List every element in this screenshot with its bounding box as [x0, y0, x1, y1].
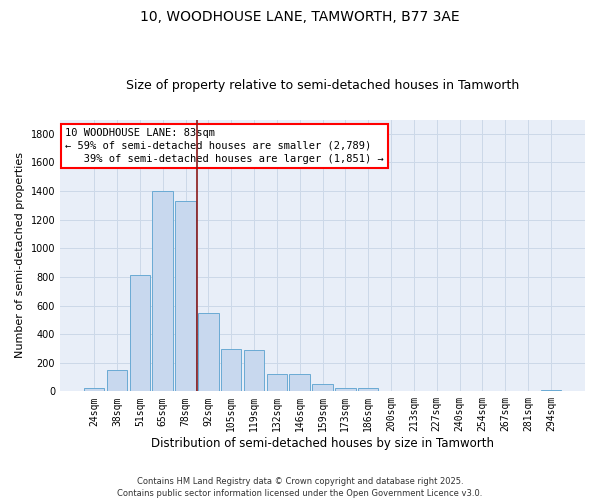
Bar: [175, 201, 196, 392]
Bar: [472, 390, 493, 392]
Bar: [152, 191, 173, 392]
Bar: [335, 388, 356, 392]
Bar: [289, 374, 310, 392]
Text: 10 WOODHOUSE LANE: 83sqm
← 59% of semi-detached houses are smaller (2,789)
   39: 10 WOODHOUSE LANE: 83sqm ← 59% of semi-d…: [65, 128, 384, 164]
Bar: [198, 312, 218, 392]
Bar: [266, 374, 287, 392]
Bar: [312, 384, 333, 392]
Bar: [449, 390, 470, 392]
Y-axis label: Number of semi-detached properties: Number of semi-detached properties: [15, 152, 25, 358]
Bar: [381, 390, 401, 392]
Bar: [107, 370, 127, 392]
Bar: [427, 390, 447, 392]
Title: Size of property relative to semi-detached houses in Tamworth: Size of property relative to semi-detach…: [126, 79, 519, 92]
Bar: [495, 390, 515, 392]
Bar: [358, 388, 379, 392]
Bar: [244, 350, 264, 392]
Text: 10, WOODHOUSE LANE, TAMWORTH, B77 3AE: 10, WOODHOUSE LANE, TAMWORTH, B77 3AE: [140, 10, 460, 24]
Bar: [404, 390, 424, 392]
Bar: [518, 390, 538, 392]
Bar: [84, 388, 104, 392]
Bar: [541, 390, 561, 392]
Text: Contains HM Land Registry data © Crown copyright and database right 2025.
Contai: Contains HM Land Registry data © Crown c…: [118, 476, 482, 498]
Bar: [130, 276, 150, 392]
Bar: [221, 349, 241, 392]
X-axis label: Distribution of semi-detached houses by size in Tamworth: Distribution of semi-detached houses by …: [151, 437, 494, 450]
